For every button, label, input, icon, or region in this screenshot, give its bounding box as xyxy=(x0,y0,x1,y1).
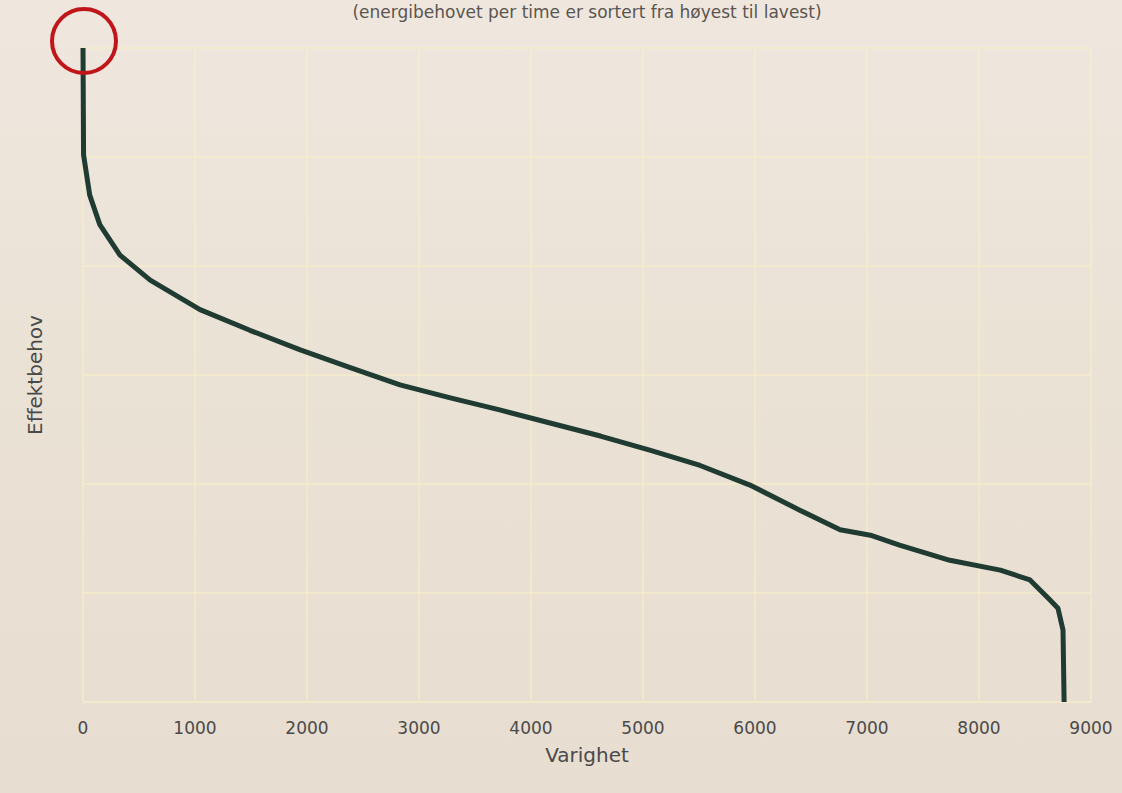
y-grid-line xyxy=(83,156,1091,158)
y-grid-line xyxy=(83,483,1091,485)
x-tick-label: 2000 xyxy=(285,718,328,738)
y-grid-line xyxy=(83,592,1091,594)
highlight-circle xyxy=(52,9,116,73)
x-tick-label: 9000 xyxy=(1069,718,1112,738)
x-tick-label: 6000 xyxy=(733,718,776,738)
x-tick-label: 1000 xyxy=(173,718,216,738)
x-axis-title: Varighet xyxy=(545,743,629,767)
x-tick-label: 3000 xyxy=(397,718,440,738)
x-tick-label: 8000 xyxy=(957,718,1000,738)
x-tick-label: 4000 xyxy=(509,718,552,738)
y-grid-line xyxy=(83,701,1091,703)
grid xyxy=(83,48,1091,702)
duration-curve xyxy=(83,48,1064,702)
subtitle: (energibehovet per time er sortert fra h… xyxy=(352,2,821,22)
chart: (energibehovet per time er sortert fra h… xyxy=(0,0,1122,793)
y-grid-line xyxy=(83,47,1091,49)
y-axis-title: Effektbehov xyxy=(23,315,47,435)
x-tick-label: 5000 xyxy=(621,718,664,738)
plot-area xyxy=(83,48,1064,702)
y-grid-line xyxy=(83,265,1091,267)
x-tick-label: 7000 xyxy=(845,718,888,738)
y-grid-line xyxy=(83,374,1091,376)
x-tick-label: 0 xyxy=(78,718,89,738)
